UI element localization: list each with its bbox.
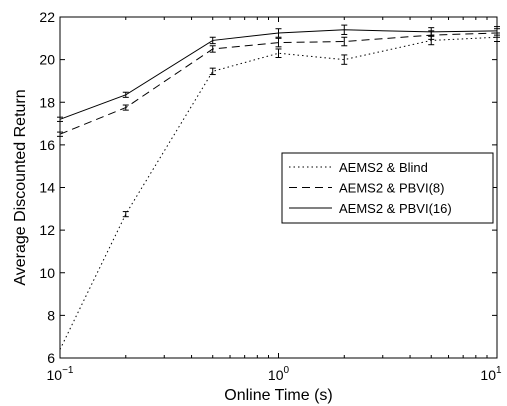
x-tick-label: 10−1 bbox=[47, 365, 74, 383]
series-line-2 bbox=[59, 32, 498, 135]
y-tick-label: 12 bbox=[39, 222, 55, 238]
y-tick-label: 22 bbox=[39, 9, 55, 25]
error-bar bbox=[275, 28, 282, 38]
x-tick-label: 100 bbox=[268, 365, 290, 383]
error-bar bbox=[275, 48, 282, 58]
y-tick-label: 18 bbox=[39, 94, 55, 110]
ticks-layer: 6 8 10 12 14 16 18 20 22 10−1 100 101 bbox=[39, 9, 502, 383]
legend: AEMS2 & Blind AEMS2 & PBVI(8) AEMS2 & PBVI… bbox=[281, 152, 494, 224]
error-bar bbox=[122, 104, 129, 111]
x-tick-label: 101 bbox=[480, 365, 502, 383]
error-bar bbox=[428, 27, 435, 37]
error-bar bbox=[341, 54, 348, 65]
error-bar bbox=[122, 211, 129, 218]
error-bar bbox=[209, 67, 216, 76]
error-bar bbox=[341, 24, 348, 35]
error-bar bbox=[209, 45, 216, 53]
y-tick-label: 20 bbox=[39, 52, 55, 68]
error-bar bbox=[209, 36, 216, 45]
y-tick-label: 8 bbox=[47, 307, 55, 323]
y-tick-label: 16 bbox=[39, 137, 55, 153]
x-axis-label: Online Time (s) bbox=[224, 387, 332, 404]
legend-entry-2: AEMS2 & PBVI(8) bbox=[339, 181, 444, 196]
error-bar bbox=[341, 36, 348, 47]
y-tick-label: 6 bbox=[47, 350, 55, 366]
legend-entry-3: AEMS2 & PBVI(16) bbox=[339, 201, 452, 216]
error-bar bbox=[275, 37, 282, 48]
y-tick-label: 10 bbox=[39, 265, 55, 281]
y-axis-label: Average Discounted Return bbox=[12, 89, 29, 285]
y-tick-label: 14 bbox=[39, 180, 55, 196]
legend-entry-1: AEMS2 & Blind bbox=[339, 160, 428, 175]
error-bar bbox=[122, 91, 129, 98]
